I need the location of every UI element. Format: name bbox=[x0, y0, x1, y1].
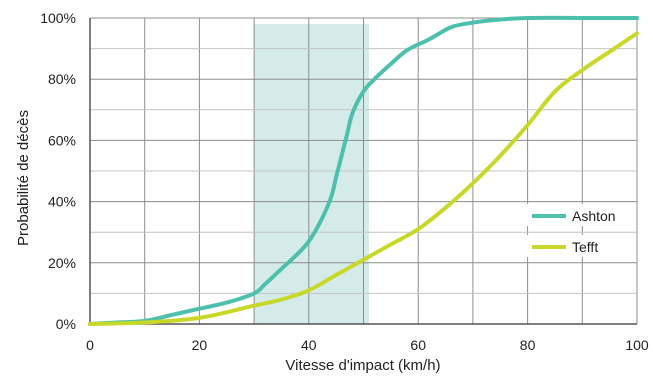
axis-layer bbox=[89, 18, 637, 325]
series-layer bbox=[88, 15, 639, 326]
series-line-tefft bbox=[88, 31, 639, 326]
legend-item-bg bbox=[526, 204, 626, 226]
legend: Ashton Tefft bbox=[526, 204, 626, 257]
x-tick-label: 40 bbox=[301, 337, 317, 353]
grid-layer bbox=[89, 17, 638, 325]
legend-label-ashton: Ashton bbox=[572, 208, 616, 224]
legend-label-tefft: Tefft bbox=[572, 239, 598, 255]
y-tick-label: 60% bbox=[48, 132, 76, 148]
tick-label-layer: 0 20 40 60 80 100 0% 20% 40% 60% 80% 100% bbox=[40, 10, 649, 353]
x-tick-label: 60 bbox=[410, 337, 426, 353]
x-tick-label: 100 bbox=[625, 337, 649, 353]
y-tick-label: 0% bbox=[56, 316, 76, 332]
y-tick-label: 80% bbox=[48, 71, 76, 87]
legend-item-bg bbox=[526, 235, 626, 257]
y-tick-label: 20% bbox=[48, 255, 76, 271]
x-tick-label: 0 bbox=[86, 337, 94, 353]
y-tick-label: 100% bbox=[40, 10, 76, 26]
y-axis-label: Probabilité de décès bbox=[15, 110, 32, 246]
x-tick-label: 80 bbox=[520, 337, 536, 353]
x-tick-label: 20 bbox=[192, 337, 208, 353]
y-tick-label: 40% bbox=[48, 194, 76, 210]
series-line-ashton bbox=[88, 15, 639, 326]
x-axis-label: Vitesse d'impact (km/h) bbox=[285, 357, 440, 374]
